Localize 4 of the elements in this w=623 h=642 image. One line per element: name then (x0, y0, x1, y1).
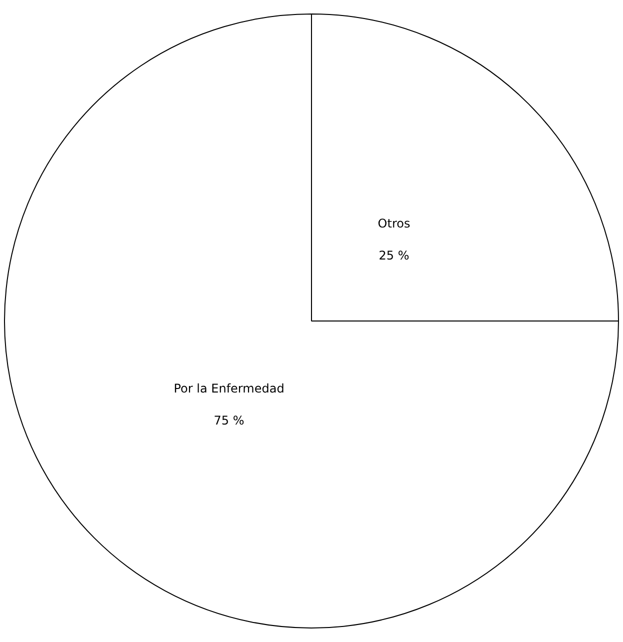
slice-label: Otros (378, 216, 410, 231)
data-label: 25 % (378, 248, 410, 263)
data-label: 75 % (214, 414, 244, 428)
slice-label: Por la Enfermedad (174, 382, 284, 396)
